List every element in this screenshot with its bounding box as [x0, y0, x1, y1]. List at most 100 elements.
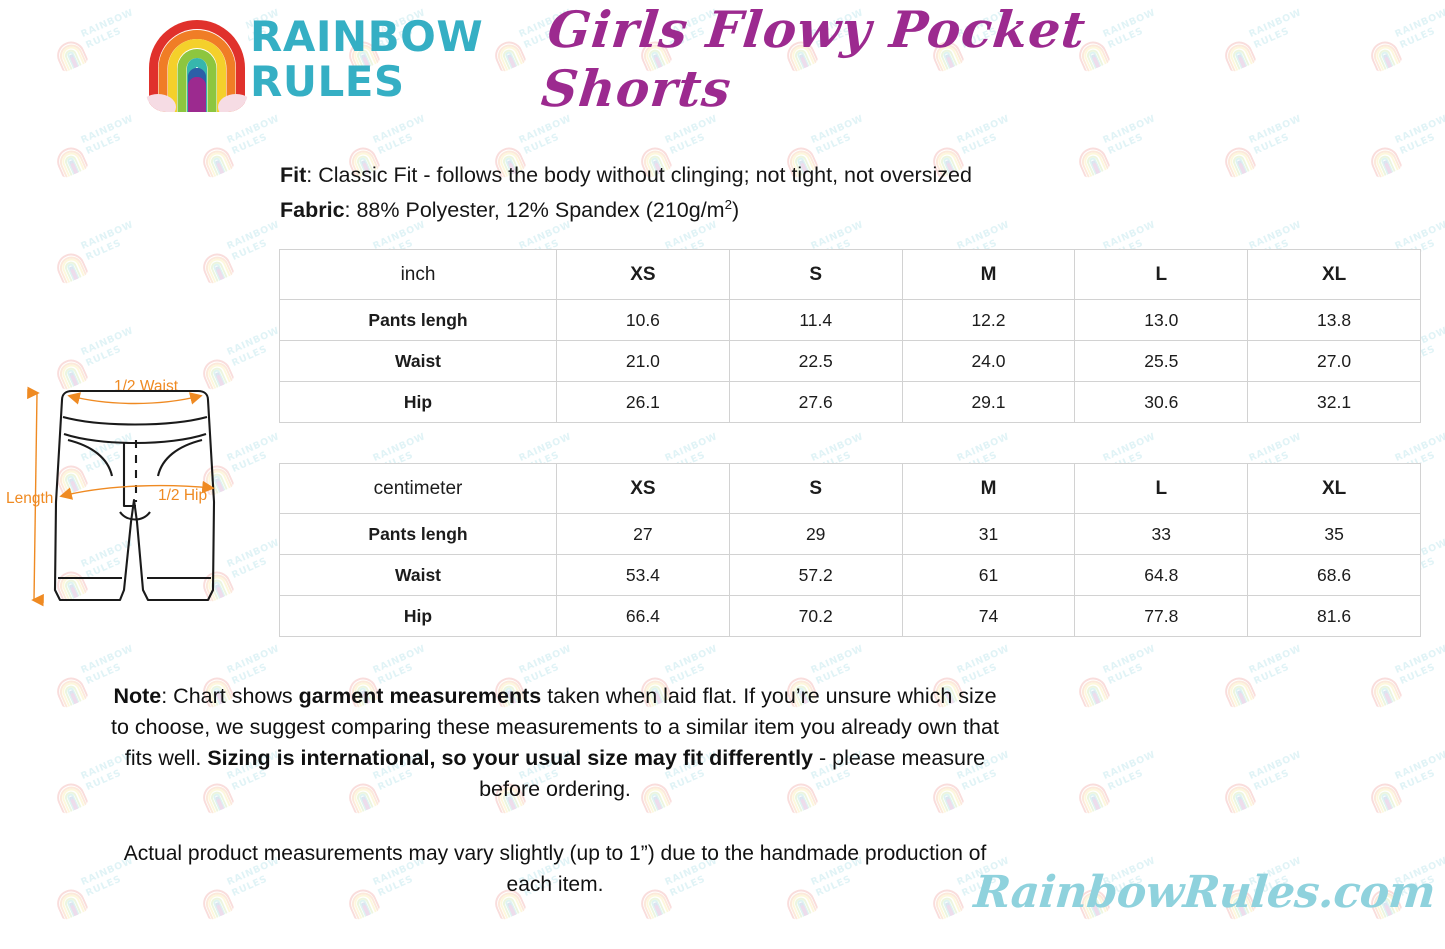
watermark-rainbow-icon	[1219, 776, 1259, 816]
shorts-illustration	[27, 386, 216, 607]
fit-line: Fit: Classic Fit - follows the body with…	[280, 161, 972, 190]
measurement-value: 12.2	[901, 299, 1076, 341]
measurement-value: 29.1	[901, 381, 1076, 423]
fit-label: Fit	[280, 163, 307, 187]
size-table-inch-body: inch XS S M L XL Pants lengh 10.6 11.4 12.2 13.0 13…	[279, 249, 1421, 423]
watermark-rainbow-icon	[1365, 140, 1405, 180]
table-header-row: inch XS S M L XL	[279, 249, 1421, 300]
rainbow-arc-1	[158, 29, 236, 112]
watermark-rainbow-icon	[51, 882, 91, 922]
watermark-rainbow-icon	[1073, 670, 1113, 710]
watermark-tile: RAINBOW RULES	[0, 209, 26, 310]
measurement-label: Waist	[279, 554, 557, 596]
size-header-xs: XS	[556, 463, 730, 514]
rainbow-arc-3	[177, 48, 217, 112]
watermark-rainbow-icon	[197, 246, 237, 286]
note-emphasis-1: garment measurements	[298, 684, 542, 708]
watermark-rainbow-icon	[197, 140, 237, 180]
measurement-label: Waist	[279, 340, 557, 382]
fabric-close-paren: )	[732, 198, 740, 223]
measurement-value: 32.1	[1247, 381, 1421, 423]
unit-header-cell: inch	[279, 249, 557, 300]
watermark-rainbow-icon	[1365, 670, 1405, 710]
fabric-label: Fabric	[280, 198, 345, 223]
watermark-tile: RAINBOW RULES	[1362, 633, 1445, 734]
watermark-rainbow-icon	[51, 776, 91, 816]
watermark-rainbow-icon	[51, 670, 91, 710]
watermark-text: RAINBOW RULES	[1101, 749, 1158, 793]
measurement-value: 81.6	[1247, 595, 1421, 637]
watermark-text: RAINBOW RULES	[1101, 643, 1158, 687]
measurement-value: 33	[1074, 513, 1249, 555]
product-spec: Fit: Classic Fit - follows the body with…	[280, 161, 972, 225]
note-text-1: : Chart shows	[161, 684, 299, 708]
measurement-value: 74	[901, 595, 1076, 637]
table-row: Waist 53.4 57.2 61 64.8 68.6	[279, 554, 1421, 596]
measurement-value: 57.2	[728, 554, 903, 596]
note-text-3: - please measure before ordering.	[479, 746, 986, 801]
size-table-inch: inch XS S M L XL Pants lengh 10.6 11.4 12.2 13.0 13…	[279, 249, 1421, 423]
measurement-value: 27.0	[1247, 340, 1421, 382]
size-header-xs: XS	[556, 249, 730, 300]
fabric-exponent: 2	[724, 197, 733, 212]
watermark-text: RAINBOW RULES	[79, 219, 136, 263]
brand-logo-text: RAINBOW RULES	[250, 12, 484, 106]
measurement-value: 61	[901, 554, 1076, 596]
size-header-m: M	[901, 463, 1076, 514]
unit-header-cell: centimeter	[279, 463, 557, 514]
fabric-value: : 88% Polyester, 12% Spandex (210g/m	[344, 198, 725, 223]
brand-logo: RAINBOW RULES	[146, 8, 483, 116]
watermark-rainbow-icon	[51, 140, 91, 180]
rainbow-arc-2	[168, 39, 226, 112]
measurement-label: Hip	[279, 595, 557, 637]
header: RAINBOW RULES Girls Flowy Pocket Shorts	[0, 0, 1445, 130]
watermark-text: RAINBOW RULES	[1247, 749, 1304, 793]
note-paragraph: Note: Chart shows garment measurements t…	[105, 681, 1005, 805]
size-header-xl: XL	[1247, 249, 1421, 300]
rainbow-arc-0	[149, 20, 245, 112]
cloud-right	[218, 94, 248, 112]
size-table-cm: centimeter XS S M L XL Pants lengh 27 29 31 33 35 Wa…	[279, 463, 1421, 637]
measurement-value: 21.0	[556, 340, 730, 382]
watermark-rainbow-icon	[1073, 140, 1113, 180]
watermark-text: RAINBOW RULES	[1247, 643, 1304, 687]
size-table-cm-body: centimeter XS S M L XL Pants lengh 27 29 31 33 35 Wa…	[279, 463, 1421, 637]
size-header-s: S	[728, 463, 903, 514]
table-row: Pants lengh 27 29 31 33 35	[279, 513, 1421, 555]
table-header-row: centimeter XS S M L XL	[279, 463, 1421, 514]
watermark-tile: RAINBOW RULES	[0, 633, 26, 734]
garment-diagram	[0, 372, 270, 634]
size-header-s: S	[728, 249, 903, 300]
watermark-rainbow-icon	[1073, 776, 1113, 816]
measurement-value: 77.8	[1074, 595, 1249, 637]
measurement-value: 26.1	[556, 381, 730, 423]
note-text-2: taken when laid flat. If you’re unsure w…	[111, 684, 999, 770]
size-header-xl: XL	[1247, 463, 1421, 514]
table-row: Pants lengh 10.6 11.4 12.2 13.0 13.8	[279, 299, 1421, 341]
watermark-rainbow-icon	[1365, 776, 1405, 816]
watermark-tile: RAINBOW RULES	[1070, 739, 1194, 840]
measurement-value: 11.4	[728, 299, 903, 341]
measurement-value: 64.8	[1074, 554, 1249, 596]
fabric-line: Fabric: 88% Polyester, 12% Spandex (210g…	[280, 190, 972, 225]
page-title: Girls Flowy Pocket Shorts	[538, 0, 1089, 118]
measurement-value: 31	[901, 513, 1076, 555]
watermark-tile: RAINBOW RULES	[1070, 633, 1194, 734]
disclaimer-paragraph: Actual product measurements may vary sli…	[123, 842, 987, 896]
measurement-value: 68.6	[1247, 554, 1421, 596]
measurement-value: 53.4	[556, 554, 730, 596]
size-header-m: M	[901, 249, 1076, 300]
watermark-tile: RAINBOW RULES	[48, 209, 172, 310]
measurement-label: Pants lengh	[279, 513, 557, 555]
watermark-rainbow-icon	[1219, 140, 1259, 180]
measurement-value: 27	[556, 513, 730, 555]
footer-wordmark: RainbowRules.com	[971, 866, 1438, 918]
watermark-text: RAINBOW RULES	[1393, 643, 1445, 687]
measurement-value: 27.6	[728, 381, 903, 423]
watermark-rainbow-icon	[1219, 670, 1259, 710]
watermark-tile: RAINBOW RULES	[0, 739, 26, 840]
fit-value: : Classic Fit - follows the body without…	[306, 163, 972, 187]
measurement-value: 10.6	[556, 299, 730, 341]
table-row: Hip 66.4 70.2 74 77.8 81.6	[279, 595, 1421, 637]
watermark-tile: RAINBOW RULES	[0, 845, 26, 946]
